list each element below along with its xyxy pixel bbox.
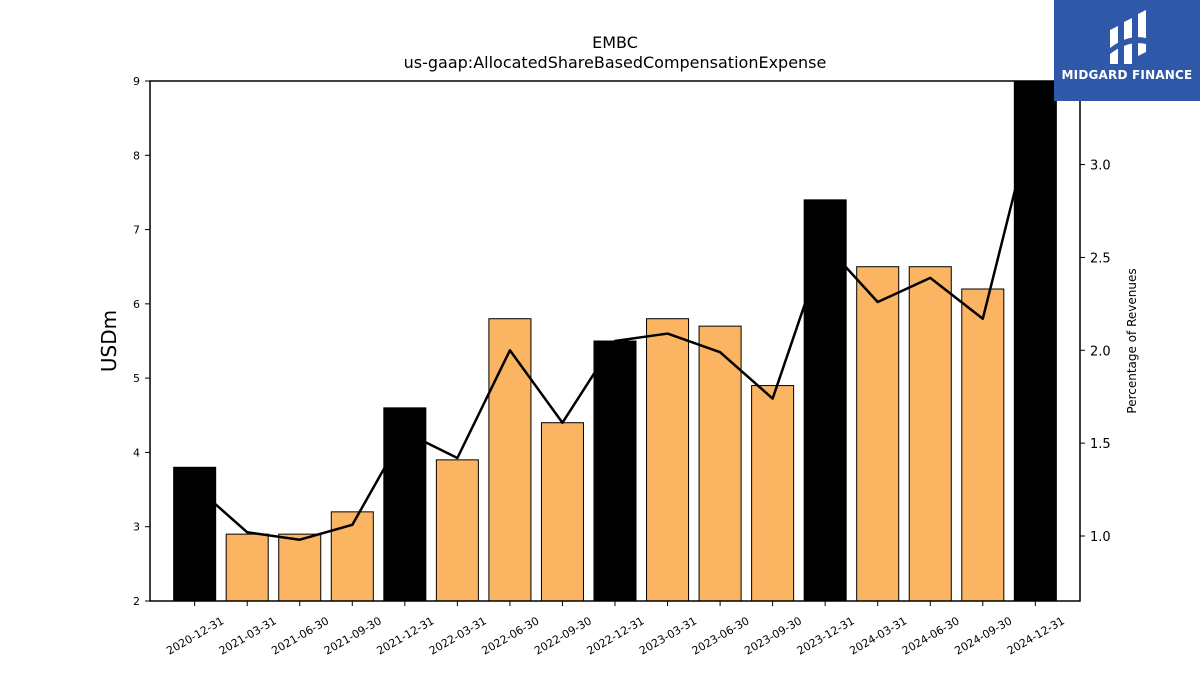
bar-2024-09-30 <box>961 288 1005 602</box>
y-tick-label: 8 <box>133 149 140 162</box>
x-tick-label: 2024-09-30 <box>952 614 1014 657</box>
bar-2024-12-31 <box>1013 80 1057 602</box>
x-tick-label: 2021-09-30 <box>322 614 384 657</box>
midgard-finance-logo: MIDGARD FINANCE <box>1054 0 1200 101</box>
y2-tick-label: 2.5 <box>1090 251 1111 266</box>
bar-2024-03-31 <box>856 266 900 602</box>
y-tick-label: 3 <box>133 521 140 534</box>
bar-2022-09-30 <box>540 422 584 602</box>
bar-2020-12-31 <box>173 466 217 602</box>
y2-tick-label: 2.0 <box>1090 344 1111 359</box>
x-tick-label: 2021-06-30 <box>269 614 331 657</box>
x-tick-label: 2021-03-31 <box>217 614 279 657</box>
x-tick-label: 2023-09-30 <box>742 614 804 657</box>
logo-text: MIDGARD FINANCE <box>1061 68 1193 82</box>
x-tick-label: 2022-06-30 <box>480 614 542 657</box>
y2-tick-label: 1.0 <box>1090 530 1111 545</box>
x-tick-label: 2024-06-30 <box>900 614 962 657</box>
bar-2021-09-30 <box>330 511 374 602</box>
y2-axis-label: Percentage of Revenues <box>1125 268 1139 413</box>
bar-2022-06-30 <box>488 318 532 602</box>
y2-tick-label: 1.5 <box>1090 437 1111 452</box>
bar-2022-12-31 <box>593 340 637 602</box>
chart-title: EMBC <box>592 33 638 52</box>
bar-2023-09-30 <box>751 385 795 602</box>
bar-2021-03-31 <box>225 533 269 602</box>
bar-2023-12-31 <box>803 199 847 602</box>
y-tick-label: 2 <box>133 595 140 608</box>
bar-2021-06-30 <box>278 533 322 602</box>
x-tick-label: 2022-12-31 <box>585 614 647 657</box>
x-tick-label: 2021-12-31 <box>374 614 436 657</box>
x-tick-label: 2022-03-31 <box>427 614 489 657</box>
chart-subtitle: us-gaap:AllocatedShareBasedCompensationE… <box>404 53 827 72</box>
x-tick-label: 2022-09-30 <box>532 614 594 657</box>
x-tick-label: 2024-03-31 <box>847 614 909 657</box>
x-tick-label: 2023-06-30 <box>690 614 752 657</box>
x-tick-label: 2023-03-31 <box>637 614 699 657</box>
y-tick-label: 5 <box>133 372 140 385</box>
y2-tick-label: 3.0 <box>1090 159 1111 174</box>
y-tick-label: 7 <box>133 224 140 237</box>
bar-2021-12-31 <box>383 407 427 602</box>
y-tick-label: 6 <box>133 298 140 311</box>
y-tick-label: 4 <box>133 446 140 459</box>
y-tick-label: 9 <box>133 75 140 88</box>
bar-2024-06-30 <box>908 266 952 602</box>
bar-2022-03-31 <box>435 459 479 602</box>
y-axis-label: USDm <box>97 310 121 372</box>
x-tick-label: 2024-12-31 <box>1005 614 1067 657</box>
logo-mark-icon <box>1110 10 1146 64</box>
bar-2023-06-30 <box>698 325 742 602</box>
x-tick-label: 2020-12-31 <box>164 614 226 657</box>
x-tick-label: 2023-12-31 <box>795 614 857 657</box>
bar-2023-03-31 <box>646 318 690 602</box>
